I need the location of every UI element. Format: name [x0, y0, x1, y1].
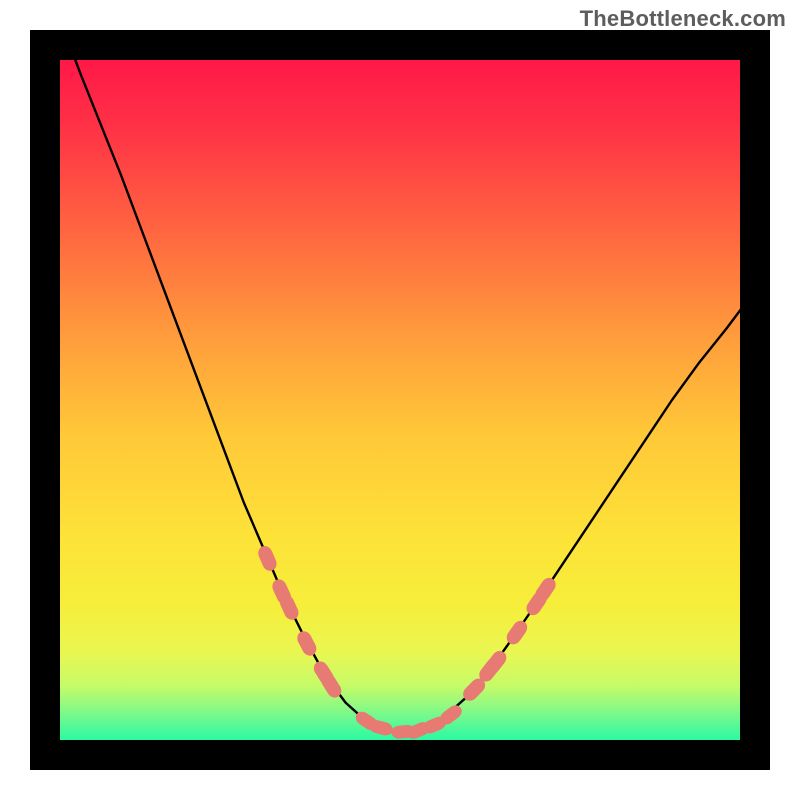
watermark-text: TheBottleneck.com	[580, 6, 786, 32]
chart-frame: TheBottleneck.com	[0, 0, 800, 800]
bottleneck-curve-chart	[0, 0, 800, 800]
